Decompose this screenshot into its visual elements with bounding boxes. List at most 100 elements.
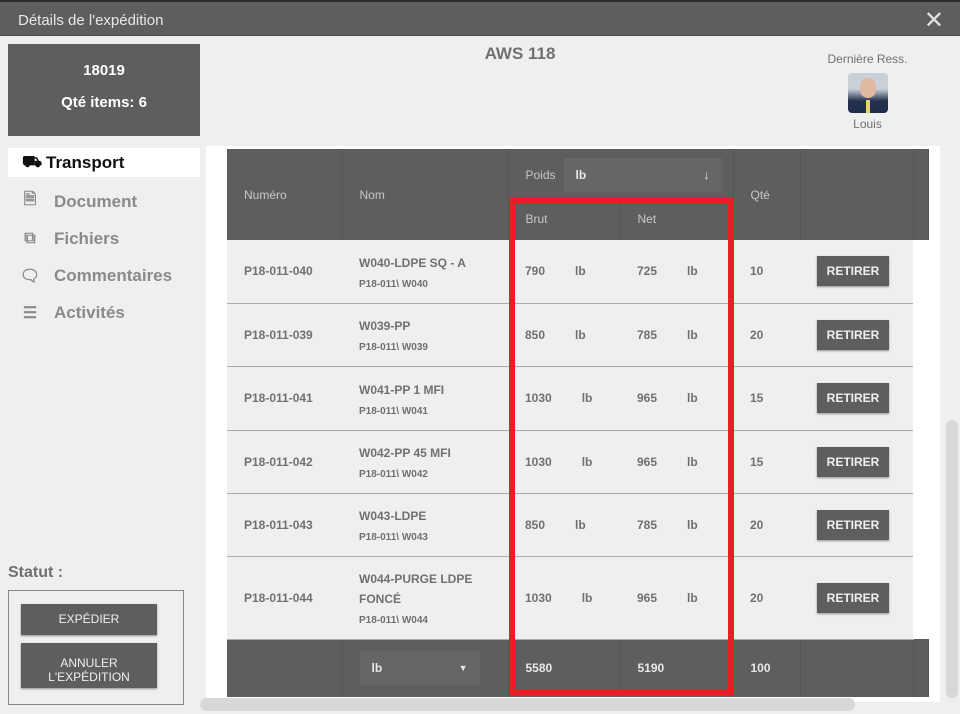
col-action <box>800 149 914 240</box>
row-net: 965 lb <box>620 430 733 494</box>
brut-value: 850 <box>525 517 546 532</box>
brut-value: 850 <box>525 327 546 342</box>
row-nom: W039-PP P18-011\ W039 <box>342 303 508 367</box>
totals-action-empty <box>800 639 914 697</box>
title-bar: Détails de l'expédition ✕ <box>0 2 960 36</box>
row-net: 725 lb <box>620 240 733 304</box>
row-action: RETIRER <box>800 240 913 304</box>
col-brut: Brut <box>508 197 621 240</box>
item-code: P18-011\ W039 <box>359 342 428 353</box>
sidebar-nav: ⛟ Transport 🗎 Document ⧉ Fichiers 🗨 Commentaire… <box>8 148 200 331</box>
weight-unit-value: lb <box>575 168 587 182</box>
table-row: P18-011-041 W041-PP 1 MFI P18-011\ W041 1… <box>227 366 928 431</box>
resource-name: Louis <box>853 117 882 131</box>
row-nom: W041-PP 1 MFI P18-011\ W041 <box>342 366 508 431</box>
row-qte: 20 <box>733 556 800 640</box>
row-extra <box>913 366 928 430</box>
row-brut: 850 lb <box>508 493 620 557</box>
remove-button[interactable]: RETIRER <box>817 319 889 350</box>
brut-value: 1030 <box>525 391 552 405</box>
brut-unit: lb <box>575 264 586 279</box>
list-icon: ☰ <box>22 304 38 322</box>
content-panel: Numéro Nom Poids lb ↓ Qté Brut Net P18-01… <box>206 146 940 702</box>
brut-unit: lb <box>575 327 586 342</box>
brut-unit: lb <box>581 454 593 469</box>
row-brut: 790 lb <box>508 240 620 304</box>
poids-label: Poids <box>525 168 556 182</box>
row-extra <box>913 240 928 303</box>
sidebar-item-label: Commentaires <box>54 265 173 285</box>
net-unit: lb <box>687 454 698 469</box>
net-value: 965 <box>637 590 658 605</box>
table-row: P18-011-039 W039-PP P18-011\ W039 850 lb 7… <box>227 303 928 367</box>
sidebar-item-transport[interactable]: ⛟ Transport <box>8 148 200 177</box>
brut-value: 1030 <box>525 590 552 605</box>
close-icon[interactable]: ✕ <box>923 7 944 34</box>
net-value: 965 <box>637 454 658 469</box>
row-extra <box>913 303 928 366</box>
net-value: 725 <box>637 264 658 279</box>
net-value: 785 <box>637 517 658 532</box>
totals-extra-empty <box>913 639 929 697</box>
row-numero: P18-011-042 <box>227 430 342 494</box>
table-row: P18-011-044 W044-PURGE LDPE FONCÉ P18-011… <box>227 556 928 640</box>
shipment-info-box: 18019 Qté items: 6 <box>8 44 200 136</box>
horizontal-scrollbar[interactable] <box>200 698 855 711</box>
item-name: W041-PP 1 MFI <box>359 382 445 397</box>
cancel-shipment-button[interactable]: ANNULER L'EXPÉDITION <box>21 643 157 688</box>
ship-button[interactable]: EXPÉDIER <box>21 604 157 635</box>
row-numero: P18-011-044 <box>227 556 342 640</box>
net-unit: lb <box>687 391 698 405</box>
row-nom: W042-PP 45 MFI P18-011\ W042 <box>342 430 508 494</box>
row-numero: P18-011-040 <box>227 240 342 304</box>
table-row: P18-011-040 W040-LDPE SQ - A P18-011\ W04… <box>227 240 928 304</box>
remove-button[interactable]: RETIRER <box>817 383 889 413</box>
row-nom: W044-PURGE LDPE FONCÉ P18-011\ W044 <box>342 556 508 640</box>
total-brut: 5580 <box>508 639 621 697</box>
remove-button[interactable]: RETIRER <box>817 582 889 613</box>
item-code: P18-011\ W041 <box>359 405 428 417</box>
row-action: RETIRER <box>800 493 913 557</box>
totals-unit-value: lb <box>371 661 383 676</box>
vertical-scrollbar[interactable] <box>946 420 958 698</box>
truck-icon: ⛟ <box>22 153 43 171</box>
net-unit: lb <box>687 590 698 605</box>
row-action: RETIRER <box>800 556 913 640</box>
row-net: 785 lb <box>620 493 733 557</box>
remove-button[interactable]: RETIRER <box>817 446 889 477</box>
sidebar-item-label: Fichiers <box>54 228 120 248</box>
row-qte: 10 <box>733 240 800 304</box>
col-numero: Numéro <box>227 149 343 240</box>
items-table: Numéro Nom Poids lb ↓ Qté Brut Net P18-01… <box>227 149 929 697</box>
last-resource: Dernière Ress. Louis <box>815 52 920 131</box>
totals-unit-select[interactable]: lb ▼ <box>359 651 480 686</box>
comments-icon: 🗨 <box>19 267 41 285</box>
status-label: Statut : <box>8 564 64 581</box>
col-qte: Qté <box>733 149 801 240</box>
sidebar-item-fichiers[interactable]: ⧉ Fichiers <box>8 220 200 257</box>
remove-button[interactable]: RETIRER <box>817 509 889 540</box>
brut-unit: lb <box>581 391 593 405</box>
row-extra <box>913 493 928 556</box>
brut-unit: lb <box>581 590 593 605</box>
row-nom: W040-LDPE SQ - A P18-011\ W040 <box>342 240 508 304</box>
col-net: Net <box>620 197 734 240</box>
sidebar-item-label: Document <box>54 191 138 211</box>
sidebar-item-document[interactable]: 🗎 Document <box>8 183 200 220</box>
item-code: P18-011\ W043 <box>359 532 428 543</box>
row-extra <box>913 556 928 639</box>
weight-unit-select[interactable]: lb ↓ <box>563 158 722 192</box>
item-code: P18-011\ W040 <box>359 278 428 290</box>
col-extra <box>913 149 929 240</box>
item-name: W044-PURGE LDPE FONCÉ <box>359 572 473 606</box>
files-icon: ⧉ <box>24 229 36 247</box>
row-numero: P18-011-043 <box>227 493 342 557</box>
row-net: 965 lb <box>620 366 733 431</box>
sidebar-item-commentaires[interactable]: 🗨 Commentaires <box>8 257 200 294</box>
item-code: P18-011\ W042 <box>359 469 428 480</box>
row-extra <box>913 430 928 493</box>
remove-button[interactable]: RETIRER <box>817 256 889 287</box>
brut-value: 1030 <box>525 454 552 469</box>
sidebar-item-activités[interactable]: ☰ Activités <box>8 294 200 331</box>
